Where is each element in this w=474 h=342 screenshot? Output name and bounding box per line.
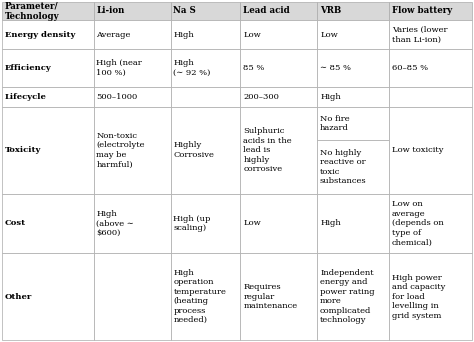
Text: Sulphuric
acids in the
lead is
highly
corrosive: Sulphuric acids in the lead is highly co… <box>243 127 292 173</box>
Bar <box>171 253 240 340</box>
Text: Toxicity: Toxicity <box>5 146 41 154</box>
Bar <box>318 107 389 140</box>
Bar <box>240 87 318 107</box>
Text: High (up
scaling): High (up scaling) <box>173 215 210 232</box>
Bar <box>171 107 240 194</box>
Bar <box>171 87 240 107</box>
Bar <box>2 194 94 253</box>
Text: Low: Low <box>320 31 338 39</box>
Text: High: High <box>173 31 194 39</box>
Bar <box>2 87 94 107</box>
Bar <box>2 107 94 194</box>
Text: ∼ 85 %: ∼ 85 % <box>320 64 351 72</box>
Bar <box>318 253 389 340</box>
Bar <box>318 20 389 50</box>
Text: Lifecycle: Lifecycle <box>5 93 46 101</box>
Text: Varies (lower
than Li-ion): Varies (lower than Li-ion) <box>392 26 447 43</box>
Bar <box>318 87 389 107</box>
Bar <box>94 194 171 253</box>
Bar <box>2 20 94 50</box>
Bar <box>94 107 171 194</box>
Text: Energy density: Energy density <box>5 31 75 39</box>
Bar <box>318 140 389 194</box>
Bar <box>2 253 94 340</box>
Text: High (near
100 %): High (near 100 %) <box>97 60 142 77</box>
Bar <box>94 50 171 87</box>
Bar <box>389 2 472 20</box>
Text: High: High <box>320 93 341 101</box>
Text: Lead acid: Lead acid <box>243 6 290 15</box>
Bar <box>94 20 171 50</box>
Bar <box>389 253 472 340</box>
Text: Efficiency: Efficiency <box>5 64 52 72</box>
Text: High power
and capacity
for load
levelling in
grid system: High power and capacity for load levelli… <box>392 274 445 319</box>
Text: No fire
hazard: No fire hazard <box>320 115 349 132</box>
Bar <box>318 2 389 20</box>
Text: Requires
regular
maintenance: Requires regular maintenance <box>243 283 297 310</box>
Bar <box>240 20 318 50</box>
Bar <box>94 87 171 107</box>
Bar <box>318 194 389 253</box>
Text: Other: Other <box>5 292 32 301</box>
Bar <box>240 2 318 20</box>
Text: 85 %: 85 % <box>243 64 264 72</box>
Bar <box>2 50 94 87</box>
Bar <box>94 2 171 20</box>
Text: High: High <box>320 219 341 227</box>
Bar <box>318 50 389 87</box>
Bar <box>240 50 318 87</box>
Text: Na S: Na S <box>173 6 196 15</box>
Text: Low on
average
(depends on
type of
chemical): Low on average (depends on type of chemi… <box>392 200 444 246</box>
Bar <box>389 20 472 50</box>
Text: Cost: Cost <box>5 219 26 227</box>
Text: No highly
reactive or
toxic
substances: No highly reactive or toxic substances <box>320 148 366 185</box>
Bar <box>240 107 318 194</box>
Text: Independent
energy and
power rating
more
complicated
technology: Independent energy and power rating more… <box>320 269 375 324</box>
Text: 60–85 %: 60–85 % <box>392 64 428 72</box>
Text: VRB: VRB <box>320 6 341 15</box>
Text: Low: Low <box>243 219 261 227</box>
Bar <box>389 50 472 87</box>
Bar <box>240 253 318 340</box>
Bar <box>171 50 240 87</box>
Text: Average: Average <box>97 31 131 39</box>
Bar <box>2 2 94 20</box>
Text: 500–1000: 500–1000 <box>97 93 138 101</box>
Text: Low toxicity: Low toxicity <box>392 146 443 154</box>
Bar <box>94 253 171 340</box>
Text: Highly
Corrosive: Highly Corrosive <box>173 142 214 159</box>
Text: Low: Low <box>243 31 261 39</box>
Bar <box>389 87 472 107</box>
Bar <box>240 194 318 253</box>
Bar <box>389 194 472 253</box>
Bar <box>171 194 240 253</box>
Bar <box>171 2 240 20</box>
Text: 200–300: 200–300 <box>243 93 279 101</box>
Bar <box>389 107 472 194</box>
Text: Flow battery: Flow battery <box>392 6 452 15</box>
Text: High
(∼ 92 %): High (∼ 92 %) <box>173 60 210 77</box>
Text: High
operation
temperature
(heating
process
needed): High operation temperature (heating proc… <box>173 269 226 324</box>
Text: Non-toxic
(electrolyte
may be
harmful): Non-toxic (electrolyte may be harmful) <box>97 132 145 169</box>
Text: Li-ion: Li-ion <box>97 6 125 15</box>
Text: High
(above ∼
$600): High (above ∼ $600) <box>97 210 134 237</box>
Text: Parameter/
Technology: Parameter/ Technology <box>5 1 59 21</box>
Bar <box>171 20 240 50</box>
